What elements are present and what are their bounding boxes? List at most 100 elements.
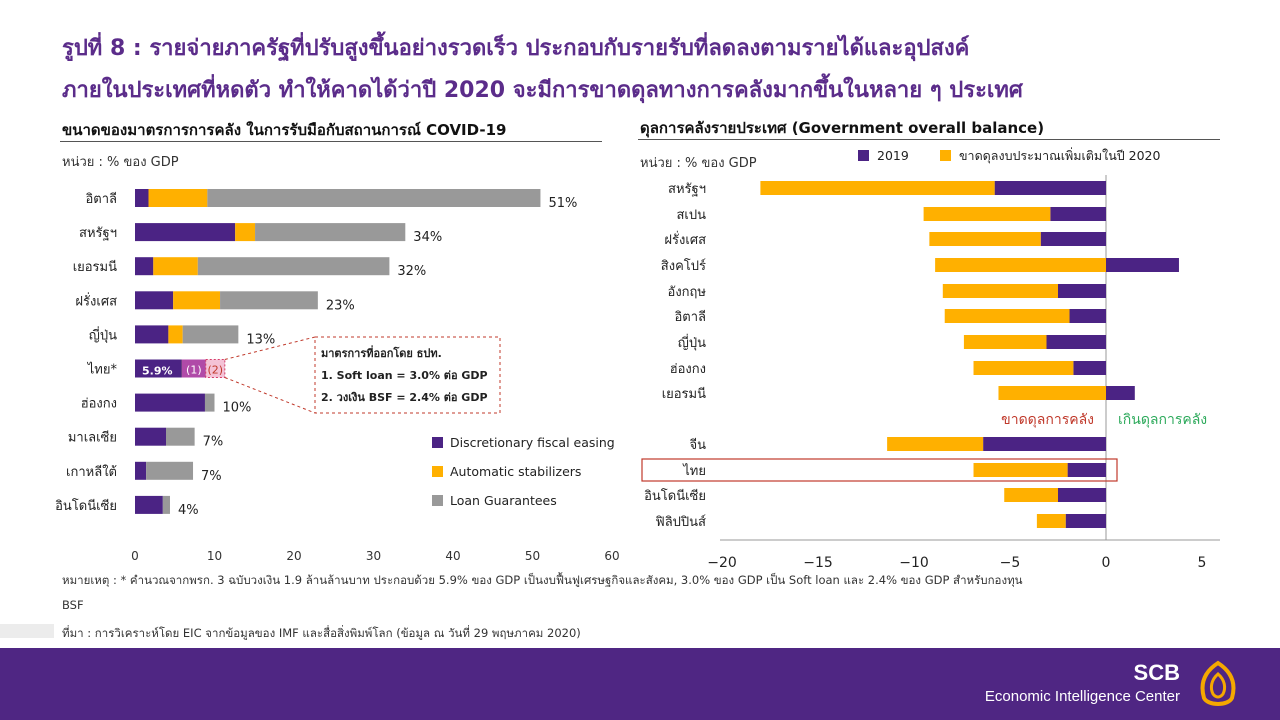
bar-2020-additional [942,284,1058,298]
bar-2020-additional [760,181,995,195]
left-unit-label: หน่วย : % ของ GDP [62,155,179,170]
bar-2019 [1073,361,1106,375]
right-section-divider [638,139,1220,140]
legend-swatch [858,150,869,161]
category-label: ไทย* [87,362,118,378]
legend-label: Loan Guarantees [450,493,557,508]
bar-segment [148,189,208,207]
bar-2020-additional [1004,488,1058,502]
bar-2019 [1040,232,1106,246]
x-tick-label: −20 [707,555,737,570]
callout-item: 1. Soft loan = 3.0% ต่อ GDP [321,369,488,382]
thai-softloan-segment [181,359,206,378]
bar-2020-additional [998,386,1106,400]
bar-2020-additional [973,361,1074,375]
x-tick-label: 0 [1102,555,1111,570]
bar-segment [135,257,154,276]
thai-bsf-segment [205,359,226,378]
category-label: เยอรมนี [73,259,117,275]
total-label: 13% [246,332,275,347]
x-tick-label: 60 [604,549,619,563]
bar-segment [135,223,236,242]
note-line2: BSF [62,598,84,612]
callout-title: มาตรการที่ออกโดย ธปท. [321,345,442,360]
bar-2019 [1069,309,1106,323]
bar-segment [204,393,215,412]
legend-label: Automatic stabilizers [450,464,581,479]
bar-segment [146,461,194,480]
scb-logo-icon [1200,660,1236,706]
category-label: เกาหลีใต้ [66,464,117,480]
bar-2019 [1050,207,1106,221]
legend-swatch [432,466,443,477]
x-tick-label: 30 [366,549,381,563]
x-tick-label: −5 [1000,555,1021,570]
right-section-title: ดุลการคลังรายประเทศ (Government overall … [640,119,1045,137]
category-label: ไทย [682,463,706,479]
bar-segment [166,427,195,446]
category-label: ฝรั่งเศส [664,231,706,248]
category-label: จีน [689,437,706,453]
total-label: 34% [413,230,442,245]
bar-2019 [1067,463,1106,477]
x-tick-label: 5 [1198,555,1207,570]
category-label: อิตาลี [85,191,117,207]
bar-2019 [1046,335,1106,349]
total-label: 23% [326,298,355,313]
bar-segment [135,393,205,412]
total-label: 7% [203,435,224,450]
category-label: มาเลเซีย [68,430,117,446]
x-tick-label: −15 [803,555,833,570]
page-title-line2: ภายในประเทศที่หดตัว ทำให้คาดได้ว่าปี 202… [62,78,1023,103]
legend-label: ขาดดุลงบประมาณเพิ่มเติมในปี 2020 [959,147,1161,164]
category-label: ฮ่องกง [670,362,706,377]
callout-item: 2. วงเงิน BSF = 2.4% ต่อ GDP [321,391,488,404]
thai-mark-2: (2) [207,364,223,377]
category-label: อังกฤษ [668,285,707,300]
bar-2019 [1065,514,1106,528]
category-label: ฮ่องกง [81,397,117,412]
left-section-title: ขนาดของมาตรการการคลัง ในการรับมือกับสถาน… [62,121,507,139]
bar-2019 [1058,284,1106,298]
bar-segment [135,461,147,480]
brand-subtitle: Economic Intelligence Center [984,688,1180,705]
bar-segment [162,495,170,514]
bar-2020-additional [935,258,1106,272]
left-section-divider [60,141,602,142]
bar-segment [135,291,174,310]
deficit-annotation: ขาดดุลการคลัง [1001,412,1094,428]
category-label: ญี่ปุ่น [89,326,117,343]
bar-segment [220,291,318,310]
fiscal-measures-chart: 0 10 20 30 40 50 60 อิตาลี 51% สหรัฐฯ 34% เยอรมนี 32… [55,189,620,563]
legend-swatch [432,495,443,506]
source-marker [0,624,54,638]
bar-2020-additional [973,463,1068,477]
x-tick-label: 20 [286,549,301,563]
total-label: 7% [201,469,222,484]
bar-segment [182,325,239,344]
x-tick-label: −10 [899,555,929,570]
category-label: สหรัฐฯ [668,182,706,197]
category-label: ฝรั่งเศส [75,292,117,309]
brand-name: SCB [1133,660,1180,685]
bar-segment [255,223,406,242]
x-tick-label: 50 [525,549,540,563]
category-label: สหรัฐฯ [79,226,117,241]
bar-2020-additional [944,309,1070,323]
legend-swatch [432,437,443,448]
bar-2019 [1106,258,1179,272]
category-label: ฟิลิปปินส์ [655,514,706,530]
bar-2019 [1106,386,1135,400]
bar-2020-additional [1036,514,1066,528]
bar-segment [135,189,149,207]
bar-segment [135,325,169,344]
bar-segment [135,427,167,446]
x-tick-label: 40 [445,549,460,563]
bar-2019 [994,181,1106,195]
category-label: อิตาลี [674,309,706,325]
category-label: ญี่ปุ่น [678,334,706,351]
right-unit-label: หน่วย : % ของ GDP [640,156,757,171]
legend-label: 2019 [877,148,909,163]
x-tick-label: 0 [131,549,139,563]
bar-2020-additional [929,232,1041,246]
